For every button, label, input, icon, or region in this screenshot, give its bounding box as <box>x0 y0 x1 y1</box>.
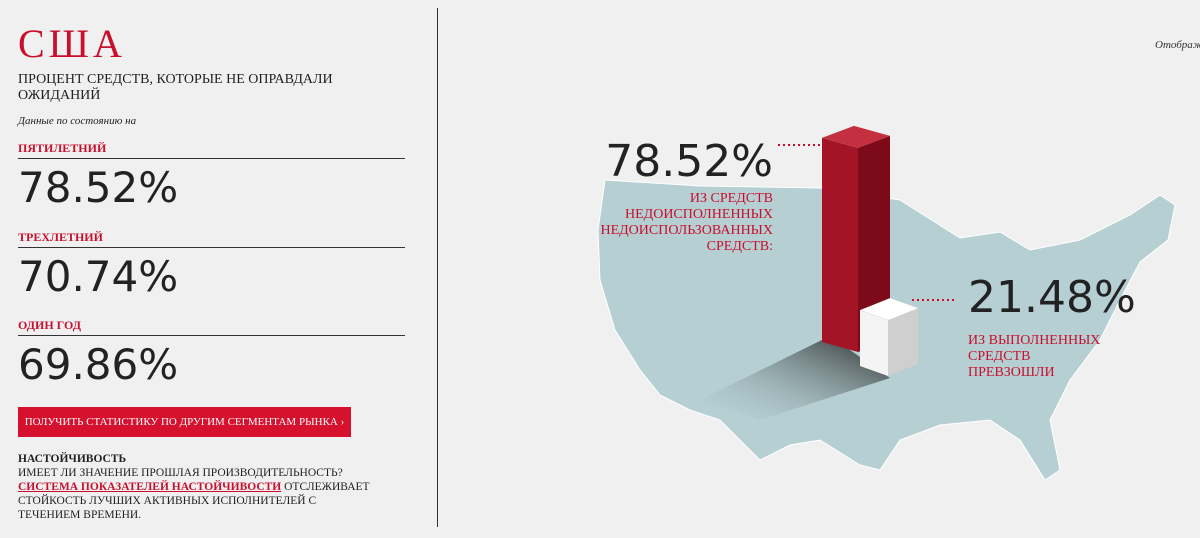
value-label: 78.52% <box>605 136 773 187</box>
bar <box>822 125 890 352</box>
date-note: Данные по состоянию на <box>18 115 137 127</box>
divider <box>437 8 438 527</box>
caption-line: ИЗ ВЫПОЛНЕННЫХ <box>968 333 1100 348</box>
heading: НАСТОЙЧИВОСТЬ <box>18 453 127 465</box>
bars <box>822 125 918 376</box>
stat-label: ОДИН ГОД <box>18 318 405 336</box>
shadow <box>700 336 890 420</box>
stat-value: 78.52% <box>18 163 179 212</box>
caption-line: СРЕДСТВ: <box>707 239 773 254</box>
bar-top <box>860 298 918 321</box>
bar-top <box>822 125 890 148</box>
caption-line: СРЕДСТВ <box>968 349 1030 364</box>
value-label: 21.48% <box>968 272 1136 323</box>
bar-side <box>888 308 918 376</box>
question: ИМЕЕТ ЛИ ЗНАЧЕНИЕ ПРОШЛАЯ ПРОИЗВОДИТЕЛЬН… <box>18 467 343 479</box>
scorecard-link[interactable]: СИСТЕМА ПОКАЗАТЕЛЕЙ НАСТОЙЧИВОСТИ <box>18 481 282 493</box>
title: США <box>18 21 126 66</box>
stat-value: 69.86% <box>18 340 179 389</box>
stat-value: 70.74% <box>18 252 179 301</box>
caption: ИЗ СРЕДСТВНЕДОИСПОЛНЕННЫХНЕДОИСПОЛЬЗОВАН… <box>600 191 773 254</box>
caption-line: ПРЕВЗОШЛИ <box>968 365 1055 380</box>
stat-label: ПЯТИЛЕТНИЙ <box>18 141 405 159</box>
bar-face <box>822 137 858 352</box>
caption-line: НЕДОИСПОЛНЕННЫХ <box>625 207 773 222</box>
caption-line: ИЗ СРЕДСТВ <box>690 191 773 206</box>
stat-label: ТРЕХЛЕТНИЙ <box>18 230 405 248</box>
subtitle: ПРОЦЕНТ СРЕДСТВ, КОТОРЫЕ НЕ ОПРАВДАЛИ ОЖ… <box>18 72 333 103</box>
bar <box>860 298 918 376</box>
text: ОТСЛЕЖИВАЕТ СТОЙКОСТЬ ЛУЧШИХ АКТИВНЫХ ИС… <box>18 481 370 521</box>
segments-button[interactable]: ПОЛУЧИТЬ СТАТИСТИКУ ПО ДРУГИМ СЕГМЕНТАМ … <box>18 407 351 437</box>
bar-face <box>860 310 888 376</box>
persistence: НАСТОЙЧИВОСТЬ ИМЕЕТ ЛИ ЗНАЧЕНИЕ ПРОШЛАЯ … <box>18 452 378 522</box>
caption-line: НЕДОИСПОЛЬЗОВАННЫХ <box>600 223 773 238</box>
note: Отображ <box>1155 39 1200 51</box>
bar-side <box>858 135 890 352</box>
